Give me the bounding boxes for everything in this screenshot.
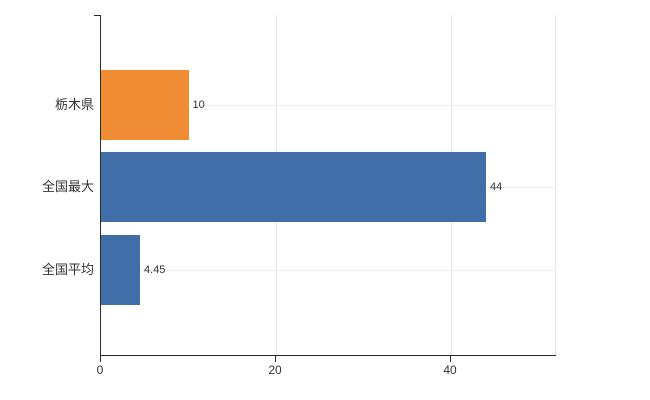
y-axis-tick — [94, 15, 100, 16]
x-axis-tick — [450, 356, 451, 362]
plot-area: 10 44 4.45 — [100, 15, 556, 356]
x-axis-tick — [275, 356, 276, 362]
category-label: 栃木県 — [54, 97, 94, 112]
x-axis-tick-label: 20 — [268, 363, 282, 377]
gridline-horizontal — [101, 270, 556, 271]
plot-right-edge-line — [555, 15, 556, 355]
category-label: 全国平均 — [41, 262, 94, 277]
bar-value-label: 10 — [192, 99, 205, 111]
category-label: 全国最大 — [41, 179, 94, 194]
bar — [101, 235, 140, 305]
bar — [101, 70, 189, 140]
x-axis-tick — [100, 356, 101, 362]
x-axis-tick-label: 40 — [443, 363, 457, 377]
bar-value-label: 4.45 — [143, 264, 166, 276]
bar — [101, 152, 486, 222]
x-axis-tick-label: 0 — [96, 363, 104, 377]
bar-value-label: 44 — [490, 181, 503, 193]
gridline-horizontal — [101, 105, 556, 106]
